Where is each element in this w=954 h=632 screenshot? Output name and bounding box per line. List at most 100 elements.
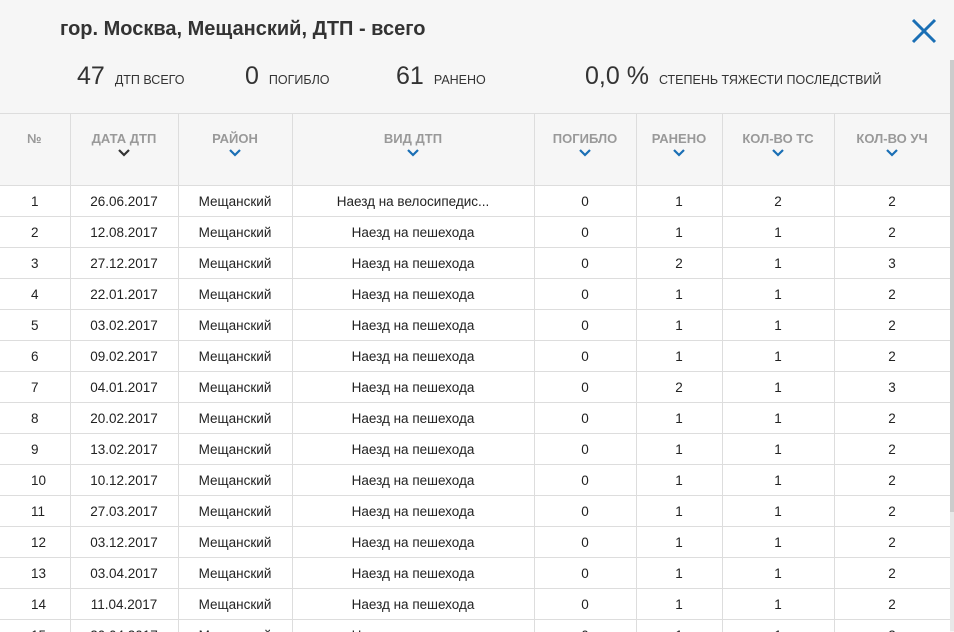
cell-vehicles: 1 — [722, 279, 834, 310]
col-header-district[interactable]: РАЙОН — [178, 114, 292, 186]
cell-date: 20.02.2017 — [70, 403, 178, 434]
cell-dead: 0 — [534, 403, 636, 434]
scrollbar-thumb[interactable] — [950, 60, 954, 512]
cell-type: Наезд на пешехода — [292, 248, 534, 279]
cell-district: Мещанский — [178, 186, 292, 217]
cell-participants: 3 — [834, 372, 950, 403]
cell-dead: 0 — [534, 465, 636, 496]
col-header-type[interactable]: ВИД ДТП — [292, 114, 534, 186]
cell-participants: 2 — [834, 465, 950, 496]
cell-vehicles: 1 — [722, 434, 834, 465]
col-header-date[interactable]: ДАТА ДТП — [70, 114, 178, 186]
cell-vehicles: 1 — [722, 248, 834, 279]
cell-date: 26.06.2017 — [70, 186, 178, 217]
cell-district: Мещанский — [178, 341, 292, 372]
cell-injured: 1 — [636, 465, 722, 496]
sort-chevron-icon[interactable] — [228, 148, 242, 158]
sort-chevron-icon[interactable] — [117, 148, 131, 158]
cell-participants: 2 — [834, 620, 950, 632]
cell-number: 5 — [0, 310, 70, 341]
col-header-number-label: № — [27, 131, 70, 146]
cell-participants: 2 — [834, 527, 950, 558]
cell-type: Наезд на пешехода — [292, 372, 534, 403]
cell-type: Наезд на пешехода — [292, 589, 534, 620]
accidents-table-container[interactable]: № ДАТА ДТП РАЙОН ВИД ДТП ПОГИБЛО — [0, 113, 950, 632]
cell-participants: 2 — [834, 310, 950, 341]
cell-district: Мещанский — [178, 279, 292, 310]
cell-dead: 0 — [534, 589, 636, 620]
cell-participants: 2 — [834, 589, 950, 620]
cell-date: 03.12.2017 — [70, 527, 178, 558]
cell-number: 7 — [0, 372, 70, 403]
col-header-participants[interactable]: КОЛ-ВО УЧ — [834, 114, 950, 186]
cell-participants: 2 — [834, 217, 950, 248]
cell-district: Мещанский — [178, 403, 292, 434]
cell-injured: 1 — [636, 341, 722, 372]
cell-district: Мещанский — [178, 248, 292, 279]
accidents-table: № ДАТА ДТП РАЙОН ВИД ДТП ПОГИБЛО — [0, 114, 950, 632]
cell-date: 10.12.2017 — [70, 465, 178, 496]
cell-number: 14 — [0, 589, 70, 620]
cell-vehicles: 1 — [722, 341, 834, 372]
sort-chevron-icon[interactable] — [578, 148, 592, 158]
cell-vehicles: 1 — [722, 558, 834, 589]
stat-dead-label: ПОГИБЛО — [269, 73, 330, 87]
cell-injured: 1 — [636, 279, 722, 310]
close-icon[interactable] — [908, 15, 940, 47]
cell-injured: 1 — [636, 434, 722, 465]
cell-district: Мещанский — [178, 558, 292, 589]
sort-chevron-icon[interactable] — [885, 148, 899, 158]
cell-district: Мещанский — [178, 620, 292, 632]
col-header-injured[interactable]: РАНЕНО — [636, 114, 722, 186]
cell-dead: 0 — [534, 186, 636, 217]
sort-chevron-icon[interactable] — [406, 148, 420, 158]
cell-injured: 1 — [636, 403, 722, 434]
stat-dead: 0 ПОГИБЛО — [245, 62, 330, 91]
cell-vehicles: 1 — [722, 527, 834, 558]
cell-district: Мещанский — [178, 310, 292, 341]
cell-type: Наезд на велосипедис... — [292, 186, 534, 217]
cell-injured: 1 — [636, 589, 722, 620]
dialog-title: гор. Москва, Мещанский, ДТП - всего — [60, 18, 426, 41]
col-header-vehicles[interactable]: КОЛ-ВО ТС — [722, 114, 834, 186]
cell-participants: 2 — [834, 434, 950, 465]
cell-participants: 2 — [834, 279, 950, 310]
cell-number: 13 — [0, 558, 70, 589]
cell-dead: 0 — [534, 341, 636, 372]
stat-severity-label: СТЕПЕНЬ ТЯЖЕСТИ ПОСЛЕДСТВИЙ — [659, 73, 881, 87]
table-header-row: № ДАТА ДТП РАЙОН ВИД ДТП ПОГИБЛО — [0, 114, 950, 186]
cell-injured: 1 — [636, 496, 722, 527]
stat-injured: 61 РАНЕНО — [396, 62, 486, 91]
cell-dead: 0 — [534, 248, 636, 279]
cell-dead: 0 — [534, 217, 636, 248]
cell-dead: 0 — [534, 279, 636, 310]
cell-district: Мещанский — [178, 527, 292, 558]
cell-district: Мещанский — [178, 589, 292, 620]
cell-injured: 1 — [636, 620, 722, 632]
cell-date: 27.03.2017 — [70, 496, 178, 527]
cell-dead: 0 — [534, 310, 636, 341]
cell-participants: 2 — [834, 403, 950, 434]
cell-number: 8 — [0, 403, 70, 434]
cell-type: Наезд на пешехода — [292, 279, 534, 310]
col-header-dead[interactable]: ПОГИБЛО — [534, 114, 636, 186]
col-header-type-label: ВИД ДТП — [293, 131, 534, 146]
cell-vehicles: 1 — [722, 310, 834, 341]
sort-chevron-icon[interactable] — [672, 148, 686, 158]
sort-chevron-icon[interactable] — [771, 148, 785, 158]
